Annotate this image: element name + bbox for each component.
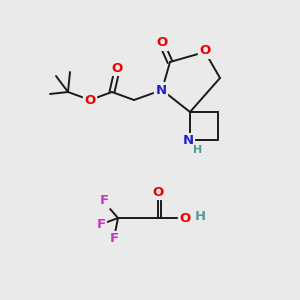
Text: O: O — [84, 94, 96, 107]
Text: F: F — [99, 194, 109, 208]
Text: O: O — [179, 212, 191, 224]
Text: N: N — [155, 83, 167, 97]
Text: F: F — [110, 232, 118, 245]
Text: O: O — [156, 37, 168, 50]
Text: H: H — [194, 145, 202, 155]
Text: O: O — [200, 44, 211, 58]
Text: O: O — [111, 61, 123, 74]
Text: O: O — [152, 185, 164, 199]
Text: H: H — [194, 209, 206, 223]
Text: F: F — [96, 218, 106, 230]
Text: N: N — [182, 134, 194, 148]
